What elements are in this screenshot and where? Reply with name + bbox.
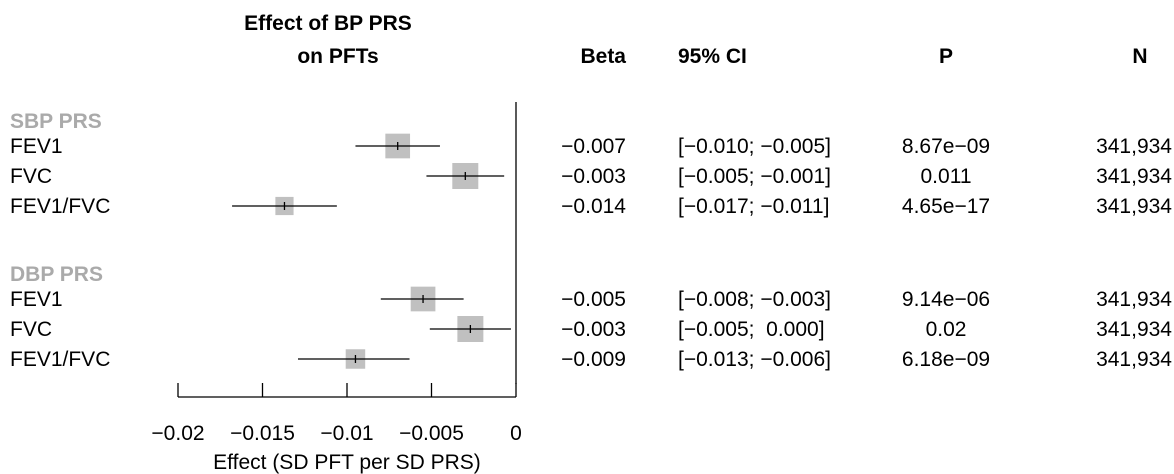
x-axis-label: Effect (SD PFT per SD PRS)	[213, 451, 481, 474]
row-label: FEV1	[10, 135, 63, 158]
p-value: 6.18e−09	[902, 348, 990, 371]
n-value: 341,934	[1096, 135, 1172, 158]
x-tick-label: −0.02	[151, 422, 204, 445]
n-value: 341,934	[1096, 348, 1172, 371]
row-label: FVC	[10, 165, 52, 188]
ci-value: [−0.017; −0.011]	[678, 195, 829, 218]
x-tick-label: −0.015	[230, 422, 295, 445]
p-value: 0.011	[921, 165, 972, 188]
p-value: 4.65e−17	[902, 195, 990, 218]
x-axis: −0.02 −0.015 −0.01 −0.005 0	[151, 383, 522, 445]
group-label: DBP PRS	[10, 263, 103, 286]
ci-value: [−0.005; −0.001]	[678, 165, 831, 188]
plot-title-line1: Effect of BP PRS	[244, 12, 412, 35]
p-value: 0.02	[926, 318, 967, 341]
n-column-header: N	[1132, 45, 1147, 68]
ci-value: [−0.010; −0.005]	[678, 135, 831, 158]
ci-value: [−0.005; 0.000]	[678, 318, 825, 341]
n-value: 341,934	[1096, 165, 1172, 188]
x-tick-label: −0.005	[399, 422, 464, 445]
p-value: 9.14e−06	[902, 288, 990, 311]
group-label: SBP PRS	[10, 110, 102, 133]
n-value: 341,934	[1096, 195, 1172, 218]
x-tick-label: −0.01	[320, 422, 373, 445]
row-label: FVC	[10, 318, 52, 341]
beta-value: −0.007	[561, 135, 626, 158]
p-column-header: P	[939, 45, 953, 68]
ci-value: [−0.008; −0.003]	[678, 288, 831, 311]
beta-value: −0.003	[561, 318, 626, 341]
beta-column-header: Beta	[580, 45, 626, 68]
beta-value: −0.003	[561, 165, 626, 188]
n-value: 341,934	[1096, 318, 1172, 341]
beta-value: −0.005	[561, 288, 626, 311]
p-value: 8.67e−09	[902, 135, 990, 158]
ci-value: [−0.013; −0.006]	[678, 348, 831, 371]
beta-value: −0.014	[561, 195, 626, 218]
ci-column-header: 95% CI	[678, 45, 747, 68]
beta-value: −0.009	[561, 348, 626, 371]
n-value: 341,934	[1096, 288, 1172, 311]
row-label: FEV1/FVC	[10, 195, 110, 218]
x-tick-label: 0	[510, 422, 522, 445]
plot-title-line2: on PFTs	[297, 45, 378, 68]
row-label: FEV1/FVC	[10, 348, 110, 371]
row-label: FEV1	[10, 288, 63, 311]
